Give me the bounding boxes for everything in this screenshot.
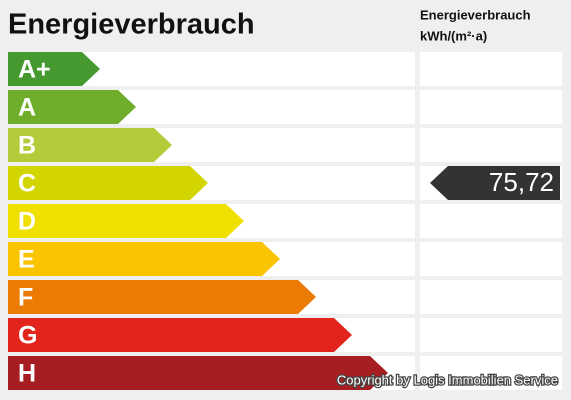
class-label: B <box>18 132 36 160</box>
value-cell <box>420 52 562 86</box>
value-cell <box>420 280 562 314</box>
copyright: Copyright by Logis Immobilien Service <box>337 372 558 387</box>
class-label: E <box>18 246 35 274</box>
class-arrow <box>8 166 208 200</box>
marker-value: 75,72 <box>489 167 554 197</box>
class-arrow <box>8 128 172 162</box>
class-arrow <box>8 52 100 86</box>
marker-arrow <box>430 166 560 200</box>
class-arrow <box>8 242 280 276</box>
class-arrow <box>8 90 136 124</box>
value-cell <box>420 356 562 390</box>
class-label: D <box>18 208 36 236</box>
class-label: H <box>18 360 36 388</box>
class-label: A <box>18 94 36 122</box>
class-arrow <box>8 318 352 352</box>
value-cell <box>420 318 562 352</box>
value-cell <box>420 90 562 124</box>
column-title: Energieverbrauch <box>420 7 531 22</box>
value-cell <box>420 128 562 162</box>
column-unit: kWh/(m²·a) <box>420 28 487 43</box>
class-label: C <box>18 170 36 198</box>
class-label: G <box>18 322 37 350</box>
class-arrow <box>8 356 388 390</box>
class-label: F <box>18 284 33 312</box>
value-cell <box>420 242 562 276</box>
class-label: A+ <box>18 56 51 84</box>
title: Energieverbrauch <box>8 9 255 41</box>
class-arrow <box>8 204 244 238</box>
value-cell <box>420 204 562 238</box>
class-arrow <box>8 280 316 314</box>
